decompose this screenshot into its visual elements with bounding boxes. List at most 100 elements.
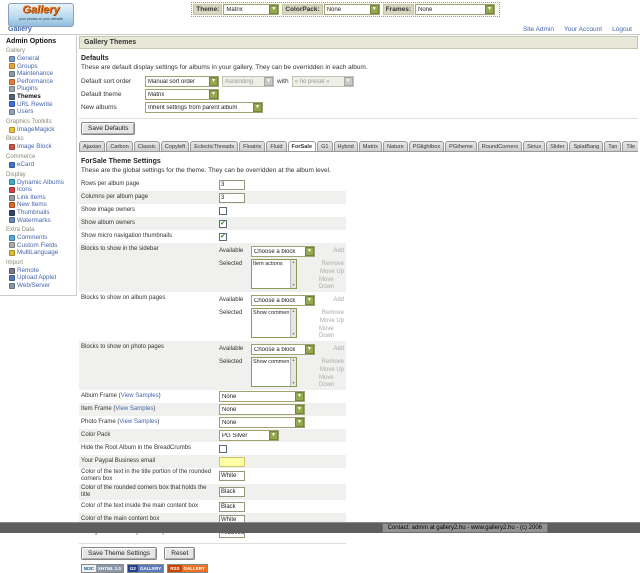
site-admin-link[interactable]: Site Admin	[522, 25, 555, 33]
tab-forsale[interactable]: ForSale	[287, 140, 317, 151]
colorpack-select[interactable]: None ▼	[323, 4, 380, 15]
sidebar-item-new-items[interactable]: New Items	[6, 201, 75, 209]
show-micro-navigation-thumbnails-checkbox[interactable]: ✔	[219, 232, 227, 241]
view-samples-link[interactable]: View Samples	[120, 393, 159, 399]
rss-badge[interactable]: RSS GALLERY	[167, 564, 208, 573]
blocks-to-show-on-photo-pages-available-select[interactable]: Choose a block ▼	[251, 344, 315, 355]
scrollbar[interactable]: ▲ ▼	[290, 358, 296, 386]
default-sort-order-select[interactable]: Manual sort order ▼	[145, 76, 219, 88]
logout-link[interactable]: Logout	[612, 25, 632, 33]
default-theme-select[interactable]: Matrix ▼	[145, 89, 219, 101]
tab-roundcorners[interactable]: RoundCorners	[477, 140, 523, 151]
hide-the-root-album-in-the-breadcrumbs-checkbox[interactable]	[219, 444, 227, 453]
view-samples-link[interactable]: View Samples	[119, 419, 158, 425]
your-account-link[interactable]: Your Account	[564, 25, 603, 33]
tab-carbon[interactable]: Carbon	[106, 140, 133, 151]
tab-hybrid[interactable]: Hybrid	[333, 140, 358, 151]
move-up-button[interactable]: Move Up	[319, 318, 344, 324]
sidebar-item-custom-fields[interactable]: Custom Fields	[6, 242, 75, 250]
tab-slider[interactable]: Slider	[546, 140, 569, 151]
add-button[interactable]: Add	[333, 248, 344, 254]
blocks-to-show-in-the-sidebar-available-select[interactable]: Choose a block ▼	[251, 246, 315, 257]
xhtml-badge[interactable]: W3C XHTML 1.0	[81, 564, 124, 573]
add-button[interactable]: Add	[333, 297, 344, 303]
tab-pgtheme[interactable]: PGtheme	[445, 140, 477, 151]
your-paypal-business-email-input[interactable]	[219, 456, 245, 467]
sidebar-item-multilanguage[interactable]: MultiLanguage	[6, 249, 75, 257]
scroll-down-icon[interactable]: ▼	[291, 283, 296, 287]
sidebar-item-dynamic-albums[interactable]: Dynamic Albums	[6, 179, 75, 187]
add-button[interactable]: Add	[333, 346, 344, 352]
tab-tan[interactable]: Tan	[604, 140, 622, 151]
rows-per-album-page-input[interactable]: 3	[219, 179, 245, 190]
columns-per-album-page-input[interactable]: 3	[219, 192, 245, 203]
scroll-up-icon[interactable]: ▲	[291, 260, 296, 264]
tab-classic[interactable]: Classic	[133, 140, 160, 151]
move-up-button[interactable]: Move Up	[319, 269, 344, 275]
remove-button[interactable]: Remove	[321, 359, 344, 365]
reset-button[interactable]: Reset	[164, 547, 196, 560]
frames-select[interactable]: None ▼	[415, 4, 495, 15]
scroll-up-icon[interactable]: ▲	[291, 358, 296, 362]
sidebar-item-users[interactable]: Users	[6, 108, 75, 116]
list-item[interactable]: Show comments	[253, 310, 289, 316]
tab-tile[interactable]: Tile	[622, 140, 638, 151]
sidebar-item-ecard[interactable]: eCard	[6, 161, 75, 169]
tab-splatbang[interactable]: SplatBang	[569, 140, 604, 151]
sidebar-item-icons[interactable]: Icons	[6, 186, 75, 194]
sidebar-item-web-server[interactable]: Web/Server	[6, 282, 75, 290]
gallery-badge[interactable]: G2 GALLERY	[126, 564, 165, 573]
move-down-button[interactable]: Move Down	[319, 375, 335, 388]
blocks-to-show-on-photo-pages-selected-list[interactable]: Show comments▲▼	[251, 357, 297, 387]
list-item[interactable]: Item actions	[253, 261, 283, 267]
photo-frame-select[interactable]: None ▼	[219, 417, 305, 428]
save-defaults-button[interactable]: Save Defaults	[81, 122, 136, 135]
blocks-to-show-on-album-pages-selected-list[interactable]: Show comments▲▼	[251, 308, 297, 338]
tab-g1[interactable]: G1	[317, 140, 333, 151]
scroll-down-icon[interactable]: ▼	[291, 381, 296, 385]
sidebar-item-image-block[interactable]: Image Block	[6, 143, 75, 151]
sidebar-item-performance[interactable]: Performance	[6, 78, 75, 86]
move-down-button[interactable]: Move Down	[319, 277, 335, 290]
sidebar-item-link-items[interactable]: Link Items	[6, 194, 75, 202]
sidebar-item-plugins[interactable]: Plugins	[6, 85, 75, 93]
tab-fluid[interactable]: Fluid	[266, 140, 287, 151]
item-frame-select[interactable]: None ▼	[219, 404, 305, 415]
tab-matrix[interactable]: Matrix	[358, 140, 382, 151]
color-of-the-text-in-the-title-portion-of-the-rounded-corners-box-input[interactable]: White	[219, 471, 245, 481]
move-up-button[interactable]: Move Up	[319, 367, 344, 373]
list-item[interactable]: Show comments	[253, 359, 289, 365]
sidebar-item-remote[interactable]: Remote	[6, 267, 75, 275]
sidebar-item-themes[interactable]: Themes	[6, 93, 75, 101]
sidebar-item-groups[interactable]: Groups	[6, 63, 75, 71]
scrollbar[interactable]: ▲ ▼	[290, 260, 296, 288]
album-frame-select[interactable]: None ▼	[219, 391, 305, 402]
tab-nature[interactable]: Nature	[382, 140, 408, 151]
sidebar-item-general[interactable]: General	[6, 55, 75, 63]
sidebar-item-url-rewrite[interactable]: URL Rewrite	[6, 101, 75, 109]
show-image-owners-checkbox[interactable]	[219, 206, 227, 215]
tab-pglightbox[interactable]: PGlightbox	[408, 140, 445, 151]
scrollbar[interactable]: ▲ ▼	[290, 309, 296, 337]
save-theme-settings-button[interactable]: Save Theme Settings	[81, 547, 158, 560]
sidebar-item-comments[interactable]: Comments	[6, 234, 75, 242]
show-album-owners-checkbox[interactable]: ✔	[219, 219, 227, 228]
color-of-the-rounded-corners-box-that-holds-the-title-input[interactable]: Black	[219, 487, 245, 497]
breadcrumb[interactable]: Gallery	[8, 25, 32, 33]
color-pack-select[interactable]: PG Silver ▼	[219, 430, 279, 441]
tab-siriux[interactable]: Siriux	[523, 140, 546, 151]
remove-button[interactable]: Remove	[321, 261, 344, 267]
scroll-up-icon[interactable]: ▲	[291, 309, 296, 313]
sidebar-item-imagemagick[interactable]: ImageMagick	[6, 126, 75, 134]
theme-select[interactable]: Matrix ▼	[223, 4, 280, 15]
move-down-button[interactable]: Move Down	[319, 326, 335, 339]
remove-button[interactable]: Remove	[321, 310, 344, 316]
tab-eclecticthreads[interactable]: EclecticThreads	[190, 140, 239, 151]
sidebar-item-upload-applet[interactable]: Upload Applet	[6, 274, 75, 282]
tab-floatrix[interactable]: Floatrix	[239, 140, 266, 151]
tab-copyleft[interactable]: Copyleft	[160, 140, 190, 151]
sidebar-item-maintenance[interactable]: Maintenance	[6, 70, 75, 78]
blocks-to-show-on-album-pages-available-select[interactable]: Choose a block ▼	[251, 295, 315, 306]
color-of-the-text-inside-the-main-content-box-input[interactable]: Black	[219, 501, 245, 512]
sidebar-item-watermarks[interactable]: Watermarks	[6, 217, 75, 225]
